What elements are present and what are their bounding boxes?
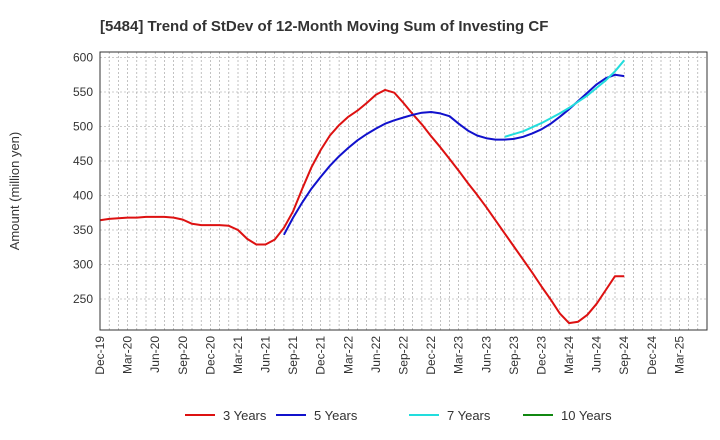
x-tick-label: Jun-21 xyxy=(259,336,273,373)
y-tick-labels: 250 300 350 400 450 500 550 600 xyxy=(73,51,93,307)
gridlines xyxy=(100,52,707,330)
x-tick-label: Sep-23 xyxy=(507,336,521,375)
series-lines xyxy=(99,59,625,325)
y-tick-label: 550 xyxy=(73,85,93,99)
x-tick-label: Mar-23 xyxy=(452,336,466,374)
legend-label: 7 Years xyxy=(447,408,491,423)
x-tick-labels: Dec-19 Mar-20 Jun-20 Sep-20 Dec-20 Mar-21 Jun-… xyxy=(93,336,686,375)
chart-title: [5484] Trend of StDev of 12-Month Moving… xyxy=(100,18,548,35)
legend-item: 5 Years xyxy=(276,408,358,423)
legend-item: 3 Years xyxy=(185,408,267,423)
x-tick-label: Dec-24 xyxy=(645,336,659,375)
y-tick-label: 400 xyxy=(73,189,93,203)
y-axis-label: Amount (million yen) xyxy=(7,132,22,251)
series-line-7-years xyxy=(504,59,625,138)
x-tick-label: Sep-21 xyxy=(286,336,300,375)
y-tick-label: 350 xyxy=(73,223,93,237)
legend-label: 3 Years xyxy=(223,408,267,423)
y-tick-label: 600 xyxy=(73,51,93,65)
series-line-3-years xyxy=(99,88,625,325)
y-tick-label: 450 xyxy=(73,154,93,168)
x-tick-label: Jun-23 xyxy=(479,336,493,373)
x-tick-label: Mar-21 xyxy=(231,336,245,374)
x-tick-label: Mar-22 xyxy=(341,336,355,374)
legend-label: 10 Years xyxy=(561,408,612,423)
legend-label: 5 Years xyxy=(314,408,358,423)
legend-item: 7 Years xyxy=(409,408,491,423)
x-tick-label: Dec-21 xyxy=(314,336,328,375)
x-tick-label: Sep-24 xyxy=(617,336,631,375)
legend: 3 Years 5 Years 7 Years 10 Years xyxy=(185,408,612,423)
y-tick-label: 250 xyxy=(73,292,93,306)
x-tick-label: Sep-22 xyxy=(397,336,411,375)
series-line-5-years xyxy=(283,73,625,236)
x-tick-label: Dec-19 xyxy=(93,336,107,375)
y-tick-label: 500 xyxy=(73,120,93,134)
x-tick-label: Jun-22 xyxy=(369,336,383,373)
x-tick-label: Jun-24 xyxy=(590,336,604,373)
x-tick-label: Dec-20 xyxy=(203,336,217,375)
plot-area-border xyxy=(99,51,708,331)
x-tick-label: Jun-20 xyxy=(148,336,162,373)
legend-item: 10 Years xyxy=(523,408,612,423)
x-tick-label: Dec-23 xyxy=(535,336,549,375)
x-tick-label: Dec-22 xyxy=(424,336,438,375)
x-tick-label: Sep-20 xyxy=(176,336,190,375)
y-tick-label: 300 xyxy=(73,258,93,272)
x-tick-label: Mar-24 xyxy=(562,336,576,374)
x-tick-label: Mar-25 xyxy=(672,336,686,374)
x-tick-label: Mar-20 xyxy=(121,336,135,374)
